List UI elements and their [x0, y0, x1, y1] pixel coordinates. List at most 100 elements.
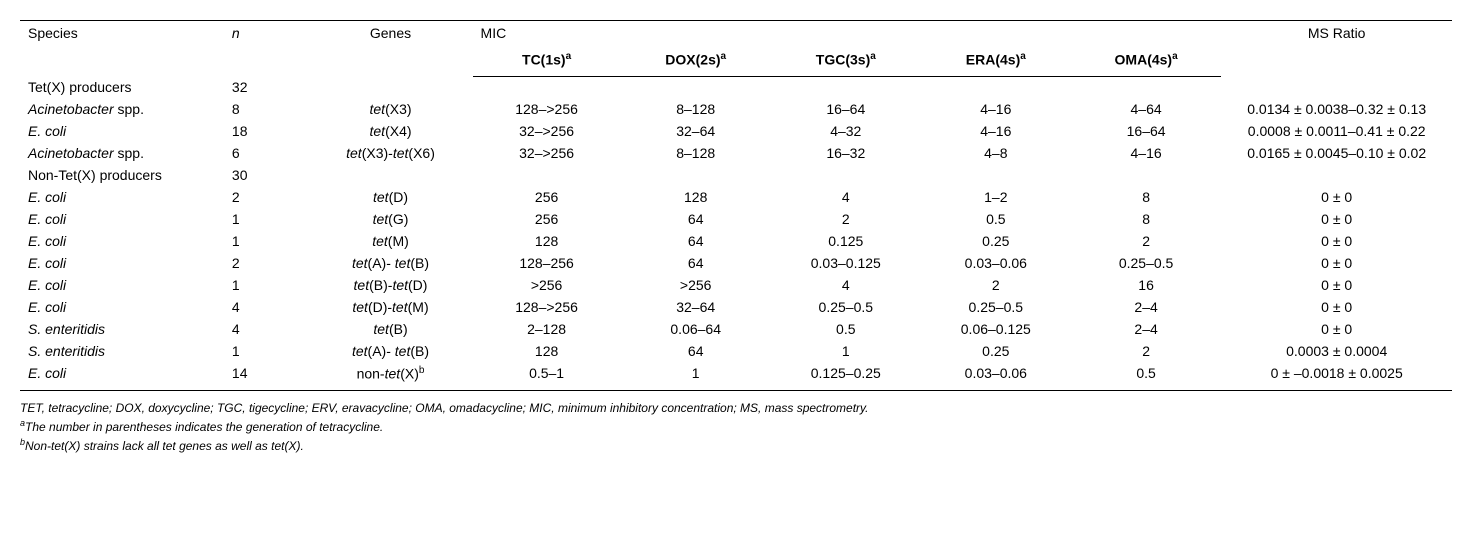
table-row: Tet(X) producers32 [20, 76, 1452, 98]
cell-ms: 0 ± 0 [1221, 230, 1452, 252]
cell-tc: 32–>256 [473, 120, 621, 142]
cell-tgc: 0.25–0.5 [771, 296, 921, 318]
cell-era: 0.03–0.06 [921, 362, 1071, 390]
cell-oma: 8 [1071, 186, 1222, 208]
cell-n: 2 [224, 186, 309, 208]
cell-dox: 64 [621, 340, 771, 362]
cell-species: S. enteritidis [20, 318, 224, 340]
cell-era: 0.25–0.5 [921, 296, 1071, 318]
footnote-abbrev: TET, tetracycline; DOX, doxycycline; TGC… [20, 399, 1452, 417]
cell-genes: tet(B)-tet(D) [308, 274, 472, 296]
col-header-tc: TC(1s)a [473, 45, 621, 76]
cell-tgc: 0.125–0.25 [771, 362, 921, 390]
cell-oma: 4–16 [1071, 142, 1222, 164]
table-row: E. coli4tet(D)-tet(M)128–>25632–640.25–0… [20, 296, 1452, 318]
cell-era: 0.03–0.06 [921, 252, 1071, 274]
cell-species: E. coli [20, 296, 224, 318]
cell-tgc: 4 [771, 186, 921, 208]
cell-ms: 0 ± 0 [1221, 208, 1452, 230]
cell-tc: 32–>256 [473, 142, 621, 164]
table-row: S. enteritidis1tet(A)- tet(B)1286410.252… [20, 340, 1452, 362]
col-header-species: Species [20, 21, 224, 77]
cell-dox: 64 [621, 208, 771, 230]
table-row: S. enteritidis4tet(B)2–1280.06–640.50.06… [20, 318, 1452, 340]
cell-genes: tet(A)- tet(B) [308, 252, 472, 274]
cell-tc: 128–256 [473, 252, 621, 274]
cell-genes: tet(D)-tet(M) [308, 296, 472, 318]
footnote-b: bNon-tet(X) strains lack all tet genes a… [20, 436, 1452, 455]
cell-tgc: 0.5 [771, 318, 921, 340]
cell-tc: 128 [473, 230, 621, 252]
cell-dox: 128 [621, 186, 771, 208]
cell-oma [1071, 76, 1222, 98]
cell-genes: tet(M) [308, 230, 472, 252]
cell-genes: tet(X3)-tet(X6) [308, 142, 472, 164]
cell-dox: 64 [621, 252, 771, 274]
cell-species: E. coli [20, 186, 224, 208]
col-header-genes: Genes [308, 21, 472, 77]
table-row: E. coli1tet(M)128640.1250.2520 ± 0 [20, 230, 1452, 252]
cell-dox: 8–128 [621, 98, 771, 120]
cell-dox: 64 [621, 230, 771, 252]
cell-oma: 2 [1071, 230, 1222, 252]
cell-tc: 128 [473, 340, 621, 362]
cell-tc: 2–128 [473, 318, 621, 340]
cell-era: 1–2 [921, 186, 1071, 208]
table-row: E. coli18tet(X4)32–>25632–644–324–1616–6… [20, 120, 1452, 142]
cell-n: 32 [224, 76, 309, 98]
cell-tc: 256 [473, 208, 621, 230]
cell-species: E. coli [20, 362, 224, 390]
cell-ms: 0 ± 0 [1221, 296, 1452, 318]
cell-oma: 16 [1071, 274, 1222, 296]
cell-species: E. coli [20, 120, 224, 142]
mic-table: Species n Genes MIC MS Ratio TC(1s)a DOX… [20, 20, 1452, 391]
cell-era: 0.25 [921, 230, 1071, 252]
table-row: E. coli1tet(G)2566420.580 ± 0 [20, 208, 1452, 230]
cell-n: 4 [224, 318, 309, 340]
cell-ms: 0 ± 0 [1221, 186, 1452, 208]
col-header-n: n [224, 21, 309, 77]
cell-era [921, 76, 1071, 98]
table-row: E. coli14non-tet(X)b0.5–110.125–0.250.03… [20, 362, 1452, 390]
cell-ms: 0.0003 ± 0.0004 [1221, 340, 1452, 362]
cell-tc: 128–>256 [473, 296, 621, 318]
mic-table-container: Species n Genes MIC MS Ratio TC(1s)a DOX… [20, 20, 1452, 455]
cell-dox: 8–128 [621, 142, 771, 164]
table-row: E. coli1tet(B)-tet(D)>256>25642160 ± 0 [20, 274, 1452, 296]
cell-tc: 0.5–1 [473, 362, 621, 390]
cell-era: 2 [921, 274, 1071, 296]
cell-genes [308, 76, 472, 98]
cell-ms: 0.0165 ± 0.0045–0.10 ± 0.02 [1221, 142, 1452, 164]
cell-tgc: 1 [771, 340, 921, 362]
cell-species: E. coli [20, 230, 224, 252]
cell-genes: tet(B) [308, 318, 472, 340]
cell-ms: 0 ± 0 [1221, 318, 1452, 340]
cell-tc [473, 76, 621, 98]
cell-genes: non-tet(X)b [308, 362, 472, 390]
table-row: Non-Tet(X) producers30 [20, 164, 1452, 186]
cell-era: 4–16 [921, 120, 1071, 142]
table-row: E. coli2tet(A)- tet(B)128–256640.03–0.12… [20, 252, 1452, 274]
cell-ms: 0 ± 0 [1221, 252, 1452, 274]
cell-tc: >256 [473, 274, 621, 296]
cell-species: E. coli [20, 252, 224, 274]
cell-oma: 0.5 [1071, 362, 1222, 390]
cell-era [921, 164, 1071, 186]
cell-tgc [771, 164, 921, 186]
cell-genes: tet(X3) [308, 98, 472, 120]
cell-era: 0.25 [921, 340, 1071, 362]
footnote-a: aThe number in parentheses indicates the… [20, 417, 1452, 436]
cell-dox [621, 164, 771, 186]
col-header-ms: MS Ratio [1221, 21, 1452, 77]
footnotes: TET, tetracycline; DOX, doxycycline; TGC… [20, 399, 1452, 455]
cell-oma: 4–64 [1071, 98, 1222, 120]
table-body: Tet(X) producers32Acinetobacter spp.8tet… [20, 76, 1452, 390]
cell-tgc: 16–32 [771, 142, 921, 164]
col-header-oma: OMA(4s)a [1071, 45, 1222, 76]
cell-ms: 0.0008 ± 0.0011–0.41 ± 0.22 [1221, 120, 1452, 142]
cell-n: 8 [224, 98, 309, 120]
cell-dox: 1 [621, 362, 771, 390]
cell-dox: >256 [621, 274, 771, 296]
cell-tgc [771, 76, 921, 98]
cell-era: 0.5 [921, 208, 1071, 230]
